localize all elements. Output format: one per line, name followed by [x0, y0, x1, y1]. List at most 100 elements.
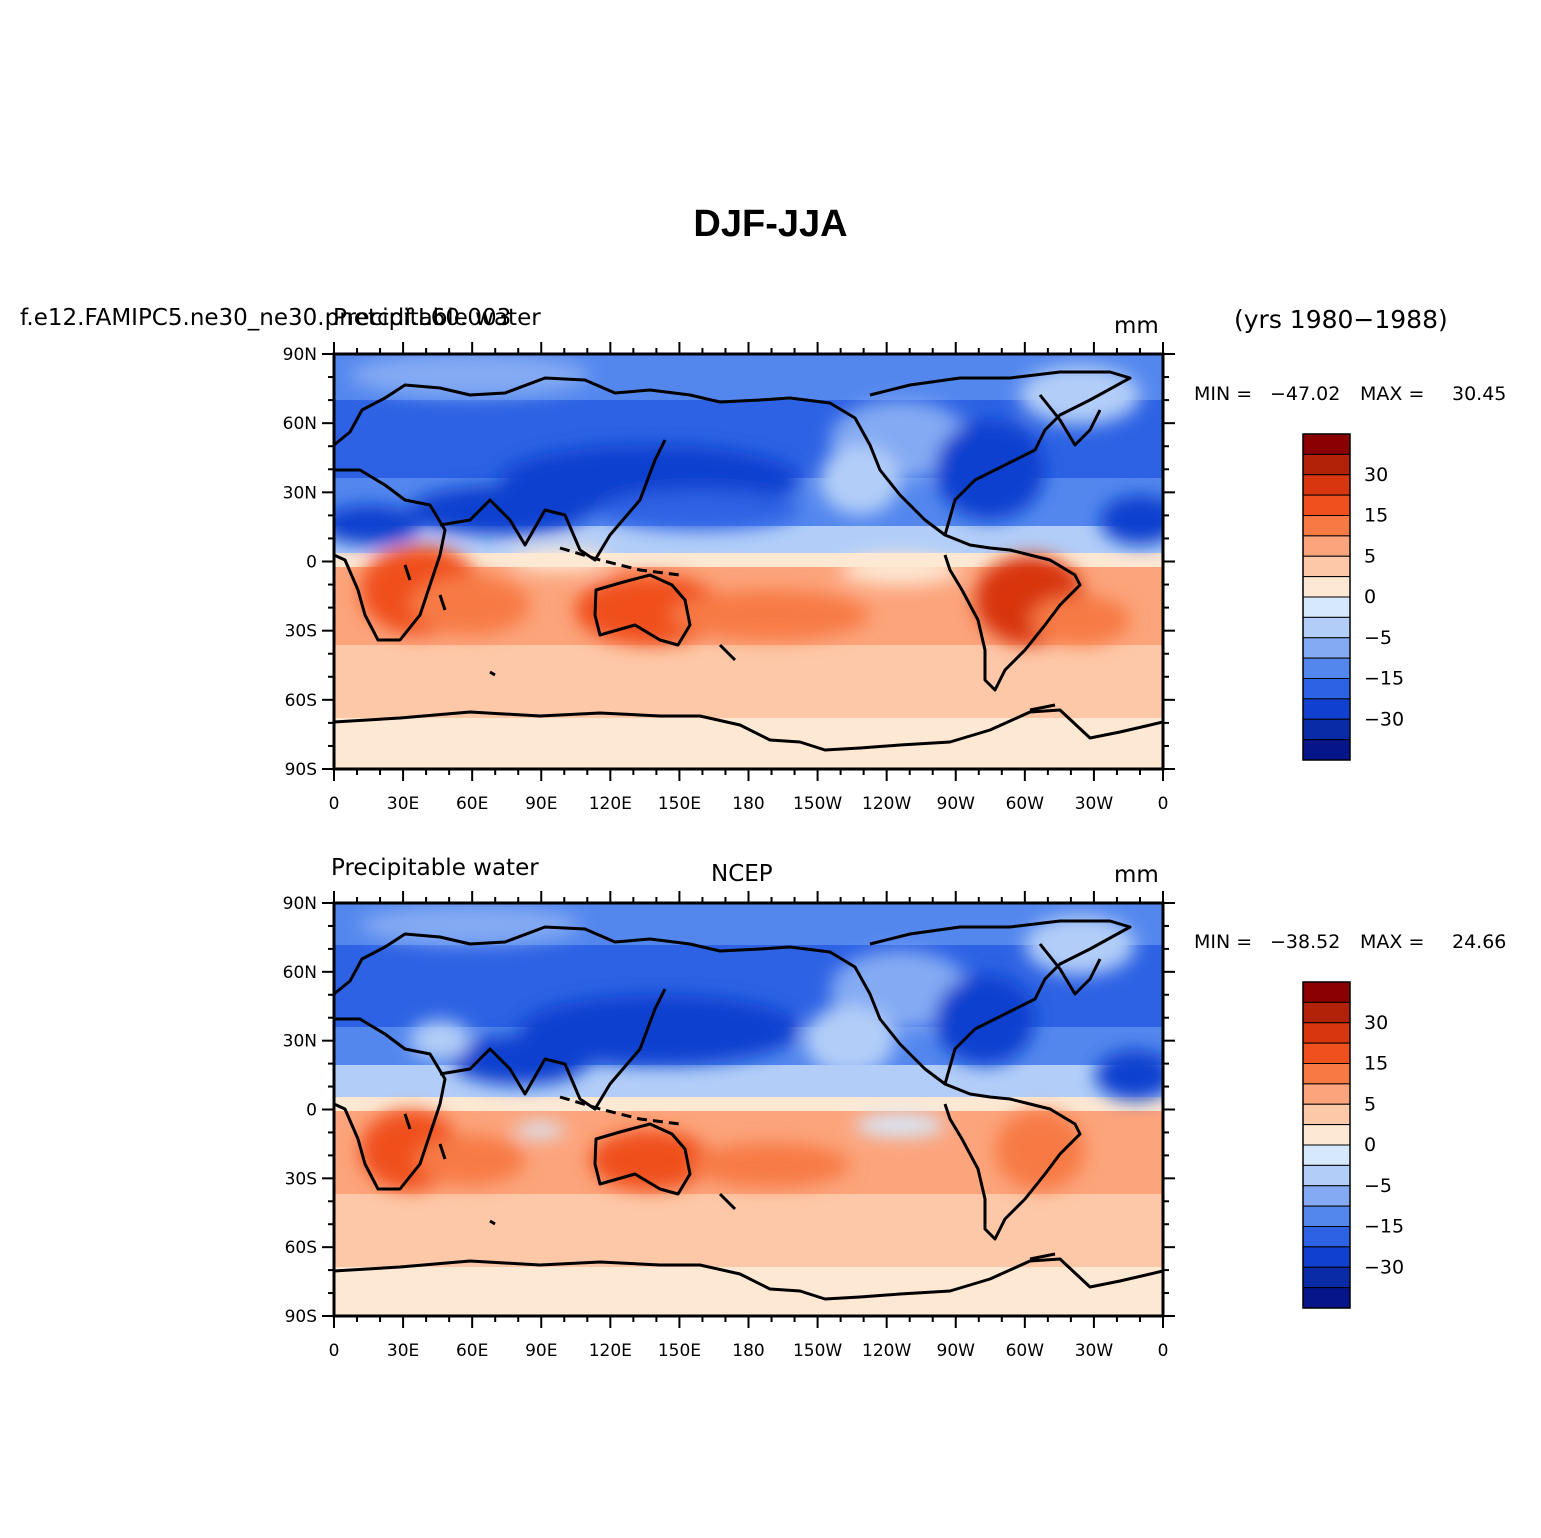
bottom-units: mm	[1114, 862, 1159, 888]
colorbar-swatch	[1302, 1246, 1351, 1268]
lon-tick-label: 30E	[387, 794, 419, 814]
colorbar-swatch	[1302, 981, 1351, 1003]
colorbar-label: −15	[1364, 668, 1404, 690]
colorbar-swatch	[1302, 576, 1351, 598]
colorbar-label: 15	[1364, 505, 1388, 527]
lon-tick-label: 30W	[1075, 1341, 1114, 1361]
lon-tick-label: 120E	[589, 794, 632, 814]
colorbar-swatch	[1302, 1205, 1351, 1227]
lon-tick-label: 0	[1158, 794, 1169, 814]
top-case-name: f.e12.FAMIPC5.ne30_ne30.pnetcdf.L60.003	[20, 305, 512, 331]
colorbar-swatch	[1302, 1124, 1351, 1146]
colorbar-swatch	[1302, 1144, 1351, 1166]
lon-tick-label: 120E	[589, 1341, 632, 1361]
lat-tick-label: 90S	[285, 1307, 317, 1327]
colorbar-label: −30	[1364, 1256, 1404, 1278]
lat-tick-label: 0	[306, 553, 317, 573]
lat-tick-label: 30S	[285, 1169, 317, 1189]
colorbar-swatch	[1302, 1001, 1351, 1024]
colorbar-swatch	[1302, 718, 1351, 741]
colorbar-swatch	[1302, 739, 1351, 761]
colorbar-label: 15	[1364, 1053, 1388, 1075]
main-title: DJF-JJA	[693, 203, 848, 245]
colorbar-frame	[1302, 981, 1351, 1309]
top-min-label: MIN =	[1194, 383, 1253, 405]
colorbar-swatch	[1302, 474, 1351, 496]
lon-tick-label: 180	[732, 1341, 764, 1361]
lon-tick-label: 90E	[525, 794, 557, 814]
lat-tick-label: 90S	[285, 760, 317, 780]
lat-tick-label: 30N	[283, 483, 317, 503]
lat-tick-label: 60N	[283, 963, 317, 983]
lon-tick-label: 120W	[862, 794, 911, 814]
lon-tick-label: 0	[329, 794, 340, 814]
colorbar-label: −5	[1364, 627, 1392, 649]
colorbar-label: 30	[1364, 1012, 1388, 1034]
top-years: (yrs 1980−1988)	[1234, 305, 1448, 334]
bottom-map-panel: 90N 60N 30N 0 30S 60S 90S 0 30E 60E 90E 120E 150E 18…	[283, 891, 1175, 1361]
colorbar-swatch	[1302, 657, 1351, 679]
bottom-lon-axis: 0 30E 60E 90E 120E 150E 180 150W 120W 90W 60W 30W 0	[329, 891, 1169, 1361]
colorbar-swatch	[1302, 1022, 1351, 1044]
bottom-max-label: MAX =	[1360, 931, 1425, 953]
lon-tick-label: 90W	[937, 1341, 976, 1361]
colorbar-swatch	[1302, 1287, 1351, 1309]
colorbar-label: 0	[1364, 586, 1376, 608]
lon-tick-label: 150E	[658, 794, 701, 814]
colorbar-swatch	[1302, 433, 1351, 455]
colorbar-swatch	[1302, 596, 1351, 618]
lon-tick-label: 60W	[1006, 1341, 1045, 1361]
lon-tick-label: 60W	[1006, 794, 1045, 814]
colorbar-label: −5	[1364, 1175, 1392, 1197]
colorbar-label: −15	[1364, 1216, 1404, 1238]
top-min-value: −47.02	[1270, 383, 1341, 405]
colorbar-swatch	[1302, 637, 1351, 659]
top-variable-name: Precipitable water	[333, 305, 541, 331]
lat-tick-label: 30S	[285, 622, 317, 642]
colorbar-frame	[1302, 433, 1351, 761]
colorbar-swatch	[1302, 1042, 1351, 1064]
colorbar-swatch	[1302, 1063, 1351, 1085]
colorbar-label: 5	[1364, 1093, 1376, 1115]
bottom-lat-axis: 90N 60N 30N 0 30S 60S 90S	[283, 894, 1175, 1327]
bottom-field-shading	[334, 903, 1163, 1316]
top-colorbar: 30 15 5 0 −5 −15 −30	[1302, 433, 1404, 761]
lon-tick-label: 150E	[658, 1341, 701, 1361]
colorbar-swatch	[1302, 515, 1351, 537]
top-lat-axis: 90N 60N 30N 0 30S 60S 90S	[283, 345, 1175, 780]
top-lon-axis: 0 30E 60E 90E 120E 150E 180 150W 120W 90W 60W 30W 0	[329, 342, 1169, 814]
colorbar-swatch	[1302, 698, 1351, 720]
colorbar-swatch	[1302, 1083, 1351, 1105]
bottom-coastlines	[334, 919, 1163, 1301]
colorbar-swatch	[1302, 453, 1351, 476]
colorbar-label: 0	[1364, 1134, 1376, 1156]
lat-tick-label: 60N	[283, 414, 317, 434]
bottom-colorbar: 30 15 5 0 −5 −15 −30	[1302, 981, 1404, 1309]
top-coastlines	[334, 370, 1163, 752]
lon-tick-label: 150W	[793, 794, 842, 814]
lat-tick-label: 90N	[283, 894, 317, 914]
top-map-panel: 90N 60N 30N 0 30S 60S 90S 0 30E 60E 90E 120E 150E 18…	[283, 342, 1175, 814]
bottom-variable-name: Precipitable water	[331, 855, 539, 881]
lon-tick-label: 150W	[793, 1341, 842, 1361]
lon-tick-label: 60E	[456, 1341, 488, 1361]
colorbar-swatch	[1302, 555, 1351, 578]
colorbar-swatch	[1302, 678, 1351, 700]
top-max-label: MAX =	[1360, 383, 1425, 405]
lon-tick-label: 90W	[937, 794, 976, 814]
colorbar-swatch	[1302, 1103, 1351, 1126]
top-units: mm	[1114, 313, 1159, 339]
bottom-min-value: −38.52	[1270, 931, 1341, 953]
colorbar-swatch	[1302, 1226, 1351, 1248]
colorbar-swatch	[1302, 494, 1351, 516]
colorbar-swatch	[1302, 535, 1351, 557]
top-field-shading	[334, 354, 1163, 769]
lon-tick-label: 30W	[1075, 794, 1114, 814]
bottom-max-value: 24.66	[1452, 931, 1507, 953]
lon-tick-label: 0	[1158, 1341, 1169, 1361]
lat-tick-label: 60S	[285, 691, 317, 711]
colorbar-swatch	[1302, 1185, 1351, 1207]
colorbar-label: 30	[1364, 464, 1388, 486]
lat-tick-label: 30N	[283, 1032, 317, 1052]
